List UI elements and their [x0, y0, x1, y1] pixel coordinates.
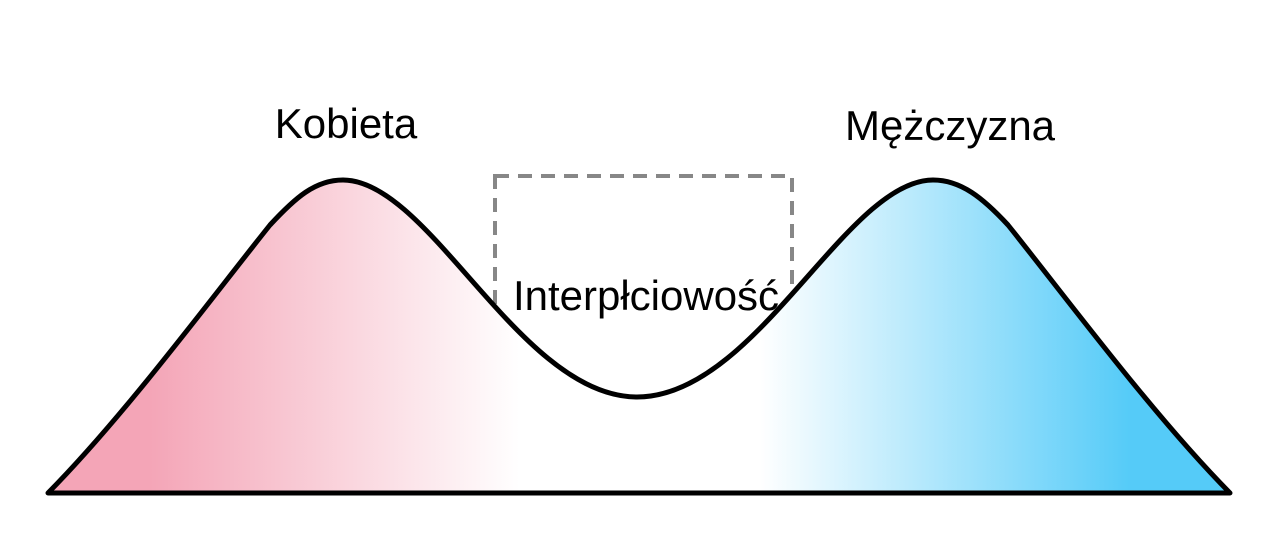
label-left-peak: Kobieta — [275, 100, 418, 147]
label-right-peak: Mężczyzna — [845, 102, 1056, 149]
bimodal-distribution-curve — [45, 177, 1233, 496]
label-intersex: Interpłciowość — [513, 272, 779, 319]
